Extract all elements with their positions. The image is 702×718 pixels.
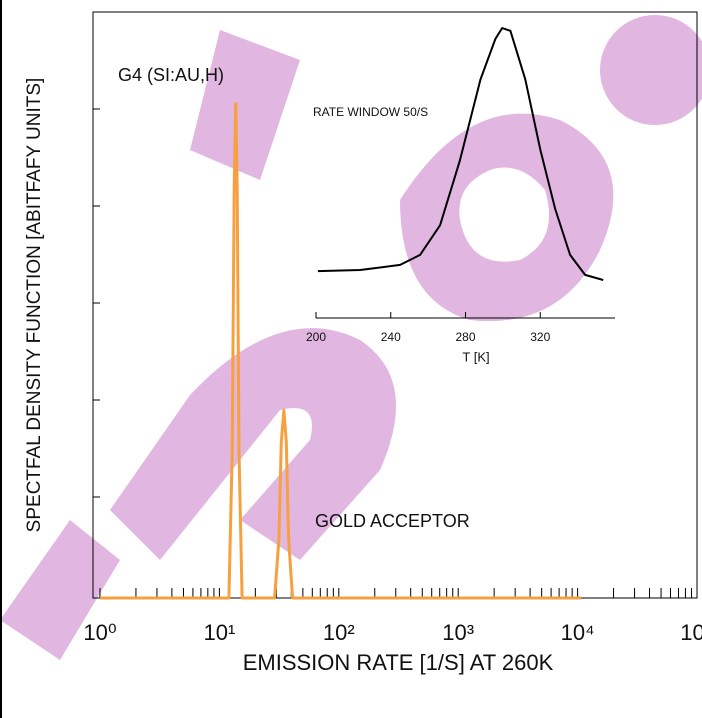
inset-x-label: T [K]: [462, 349, 489, 364]
y-axis-label: SPECTFAL DENSITY FUNCTION [ABITFAFY UNIT…: [24, 78, 45, 533]
watermark-shape: [400, 113, 614, 322]
x-tick-label: 240: [381, 330, 401, 344]
annotation: GOLD ACCEPTOR: [315, 511, 470, 531]
annotation: G4 (SI:AU,H): [118, 65, 224, 85]
x-tick-label: 10⁵: [680, 620, 702, 645]
watermark-shape: [110, 328, 396, 560]
x-tick-label: 10⁰: [83, 620, 116, 645]
watermark-shape: [0, 520, 120, 660]
y-axis-ticks: [93, 11, 100, 498]
watermark: [0, 15, 702, 660]
x-tick-label: 10³: [442, 620, 474, 645]
data-line: [100, 102, 582, 600]
x-tick-label: 10²: [323, 620, 355, 645]
x-tick-label: 10⁴: [561, 620, 595, 645]
watermark-shape: [190, 30, 300, 180]
x-tick-label: 200: [306, 330, 326, 344]
x-axis-label: EMISSION RATE [1/S] AT 260K: [243, 650, 554, 675]
x-tick-label: 10¹: [204, 620, 236, 645]
watermark-shape: [600, 15, 702, 125]
annotation: RATE WINDOW 50/S: [313, 105, 428, 119]
x-tick-label: 280: [455, 330, 475, 344]
x-tick-label: 320: [530, 330, 550, 344]
data-line: [317, 27, 604, 281]
